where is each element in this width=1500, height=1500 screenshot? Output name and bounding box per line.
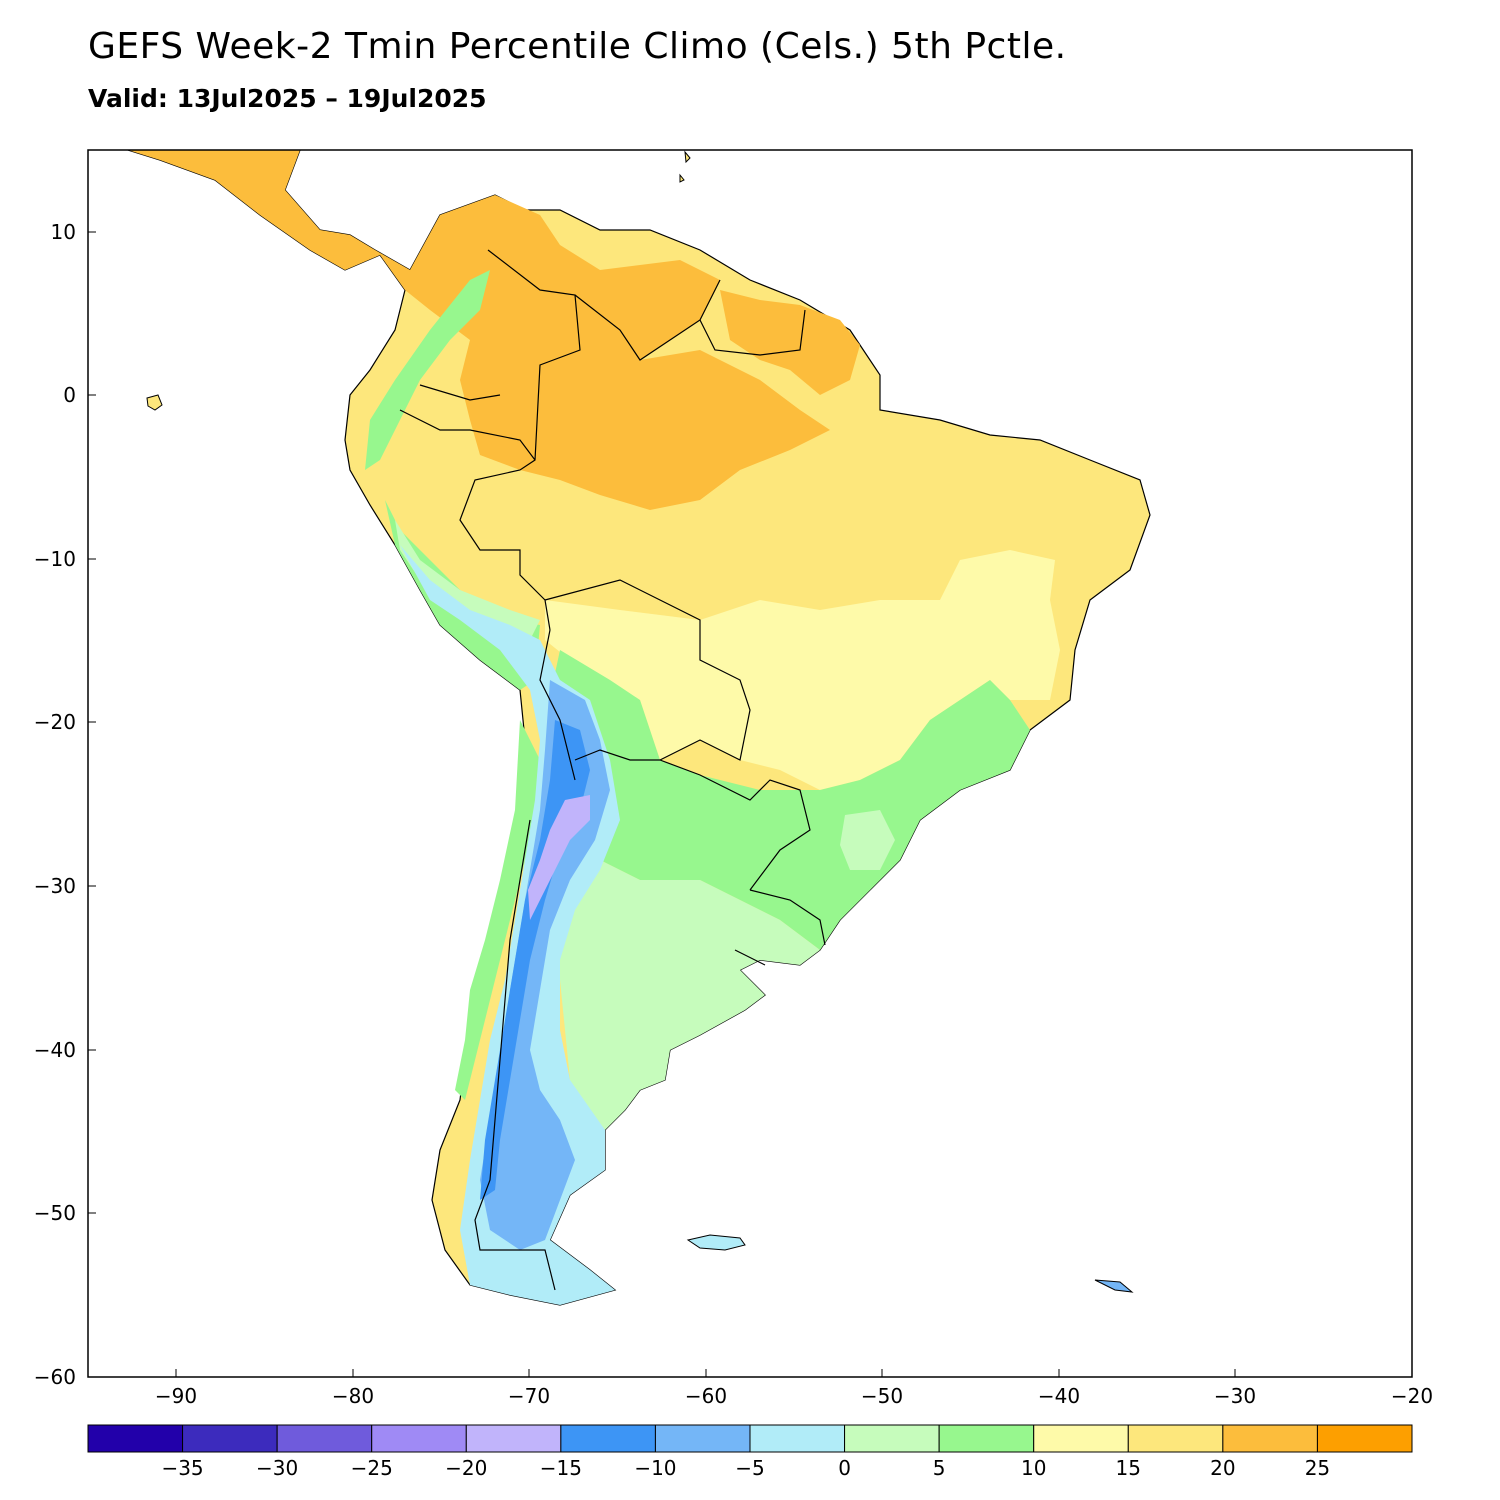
colorbar-swatch — [182, 1424, 278, 1453]
band-25 — [128, 150, 830, 510]
colorbar: −35 −30 −25 −20 −15 −10 −5 0 5 10 15 20 25 — [87, 1424, 1413, 1480]
colorbar-swatch — [654, 1424, 751, 1453]
map-frame — [87, 149, 1413, 1378]
colorbar-swatch — [844, 1424, 940, 1453]
y-tick-label: 10 — [51, 220, 76, 244]
falklands — [686, 1234, 746, 1251]
x-axis: −90 −80 −70 −60 −50 −40 −30 −20 — [155, 1369, 1433, 1408]
colorbar-swatch — [1033, 1424, 1129, 1453]
y-tick-label: −50 — [34, 1201, 76, 1225]
band-10-15-colombia — [365, 270, 490, 470]
colorbar-label: −20 — [445, 1456, 487, 1480]
colorbar-swatch — [371, 1424, 467, 1453]
band-15-20 — [545, 550, 1060, 790]
x-tick-label: −60 — [685, 1384, 727, 1408]
colorbar-label: 25 — [1305, 1456, 1330, 1480]
y-tick-label: −30 — [34, 874, 76, 898]
valid-date-range: Valid: 13Jul2025 – 19Jul2025 — [88, 84, 487, 113]
y-tick-label: −10 — [34, 547, 76, 571]
colorbar-swatch — [749, 1424, 846, 1453]
colorbar-swatch — [465, 1424, 562, 1453]
colorbar-swatch — [1222, 1424, 1318, 1453]
colorbar-label: −10 — [634, 1456, 676, 1480]
colorbar-swatch — [1316, 1424, 1413, 1453]
colorbar-label: 10 — [1021, 1456, 1046, 1480]
band-25-guianas — [720, 290, 860, 395]
colorbar-label: −30 — [256, 1456, 298, 1480]
x-tick-label: −40 — [1038, 1384, 1080, 1408]
colorbar-label: 15 — [1116, 1456, 1141, 1480]
colorbar-label: 5 — [933, 1456, 946, 1480]
colorbar-swatch — [87, 1424, 184, 1453]
x-tick-label: −90 — [155, 1384, 197, 1408]
colorbar-swatch — [276, 1424, 373, 1453]
colorbar-swatch — [560, 1424, 656, 1453]
temperature-field — [127, 150, 1151, 1306]
band-10-15-chile-coast — [455, 720, 540, 1100]
y-axis: 10 0 −10 −20 −30 −40 −50 −60 — [34, 220, 96, 1389]
colorbar-label: −5 — [735, 1456, 764, 1480]
colorbar-label: 0 — [838, 1456, 851, 1480]
band-5-10 — [560, 860, 820, 1130]
x-tick-label: −80 — [332, 1384, 374, 1408]
map-title: GEFS Week-2 Tmin Percentile Climo (Cels.… — [88, 26, 1067, 67]
colorbar-swatch — [938, 1424, 1035, 1453]
x-tick-label: −30 — [1214, 1384, 1256, 1408]
y-tick-label: 0 — [63, 383, 76, 407]
y-tick-label: −60 — [34, 1365, 76, 1389]
colorbar-swatch — [1127, 1424, 1224, 1453]
galapagos — [146, 394, 163, 411]
x-tick-label: −20 — [1391, 1384, 1433, 1408]
band-10-15 — [545, 650, 1030, 950]
band-5-10-south-brazil — [840, 810, 895, 870]
colorbar-label: −35 — [161, 1456, 203, 1480]
x-tick-label: −50 — [861, 1384, 903, 1408]
colorbar-label: −15 — [540, 1456, 582, 1480]
band-minus15-minus10 — [528, 795, 590, 920]
colorbar-label: 20 — [1210, 1456, 1235, 1480]
y-tick-label: −20 — [34, 710, 76, 734]
south-georgia — [1094, 1279, 1134, 1293]
country-borders — [399, 249, 826, 1291]
band-5-10-andes-north — [395, 520, 540, 640]
y-tick-label: −40 — [34, 1038, 76, 1062]
caribbean-islands — [679, 150, 691, 183]
colorbar-label: −25 — [351, 1456, 393, 1480]
x-tick-label: −70 — [508, 1384, 550, 1408]
